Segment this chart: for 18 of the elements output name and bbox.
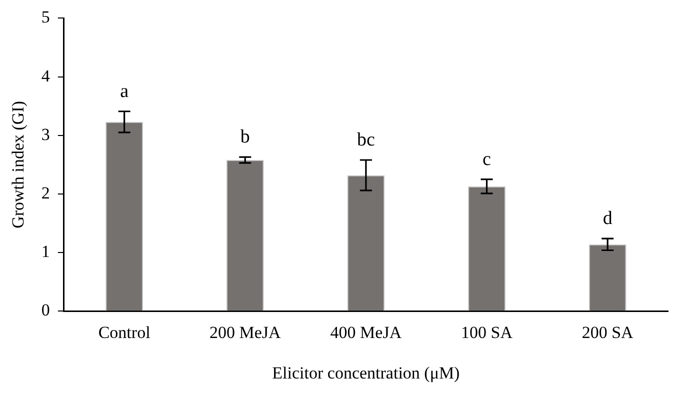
- y-tick-label: 3: [41, 124, 50, 144]
- x-tick-label: 100 SA: [461, 322, 514, 342]
- y-tick-label: 0: [41, 300, 50, 320]
- annotation: a: [120, 80, 130, 102]
- x-tick-label: 200 SA: [582, 322, 634, 342]
- x-tick-label: 200 MeJA: [209, 322, 282, 342]
- x-tick-label: 400 MeJA: [330, 322, 402, 342]
- annotation: bc: [356, 129, 375, 150]
- annotation: b: [240, 126, 250, 148]
- x-tick-label: Control: [98, 322, 151, 342]
- y-tick-label: 4: [41, 66, 50, 86]
- y-axis-title: Growth index (GI): [8, 100, 28, 228]
- y-tick-label: 2: [41, 183, 50, 202]
- annotation: d: [602, 208, 613, 230]
- y-tick-label: 1: [41, 242, 50, 262]
- y-tick-label: 5: [41, 8, 50, 27]
- x-axis-title: Elicitor concentration (μM): [272, 363, 460, 382]
- annotation: c: [482, 148, 491, 170]
